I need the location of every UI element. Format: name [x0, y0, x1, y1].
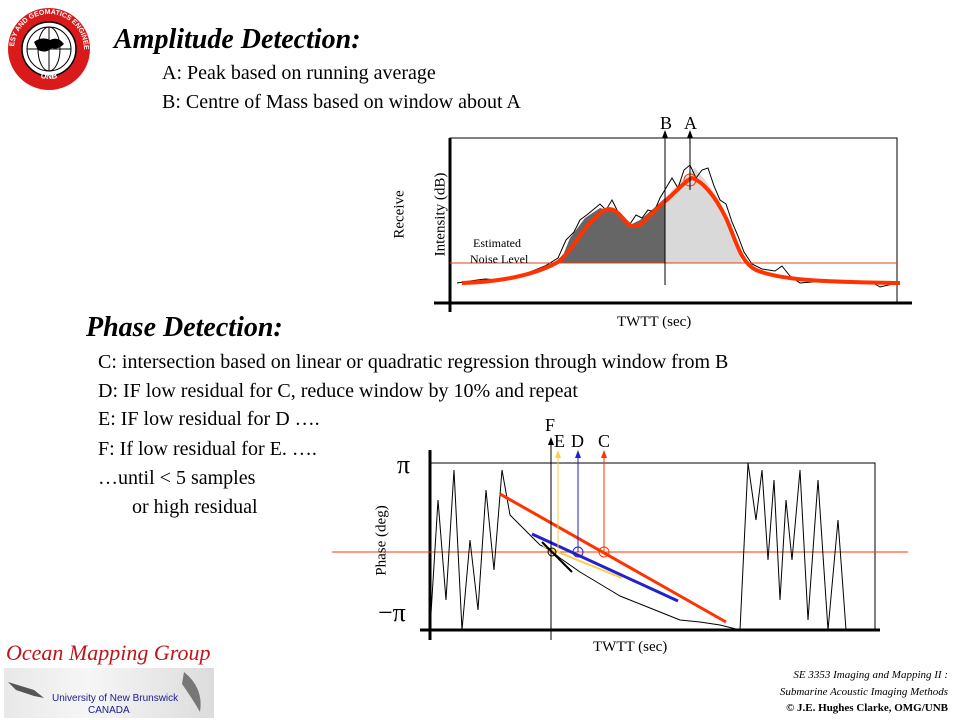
amp-area-dark — [560, 198, 665, 263]
phase-intersection-f — [547, 547, 557, 557]
phase-line-until: …until < 5 samples — [98, 467, 256, 489]
course-line-1: SE 3353 Imaging and Mapping II : — [793, 669, 948, 681]
phase-marker-d-arrow — [575, 450, 581, 458]
phase-marker-d-label: D — [571, 431, 584, 451]
amplitude-title: Amplitude Detection: — [114, 24, 361, 55]
phase-marker-f-arrow — [548, 437, 554, 445]
amp-marker-a-arrow — [687, 130, 693, 138]
logo-emblem-icon — [8, 8, 90, 90]
amp-area-light — [665, 168, 742, 263]
phase-plot-frame — [429, 462, 876, 631]
amplitude-line-a: A: Peak based on running average — [162, 62, 436, 84]
phase-marker-f-label: F — [545, 415, 556, 435]
phase-line-c: C: intersection based on linear or quadr… — [98, 351, 729, 373]
phase-marker-c-label: C — [598, 431, 611, 451]
logo-ring-text-bottom: UNB — [40, 71, 58, 81]
phase-xlabel: TWTT (sec) — [593, 639, 668, 655]
phase-marker-e-arrow — [555, 450, 561, 458]
course-line-2: Submarine Acoustic Imaging Methods — [779, 686, 948, 698]
amp-marker-b-label: B — [660, 113, 673, 133]
phase-line-residual: or high residual — [132, 496, 258, 518]
unb-logo: GEODESY AND GEOMATICS ENGINEERING UNB — [6, 6, 92, 92]
amplitude-line-b: B: Centre of Mass based on window about … — [162, 91, 521, 113]
amp-running-average — [461, 175, 901, 285]
amp-raw-signal — [456, 164, 898, 288]
sea-creature-icon — [8, 672, 201, 712]
phase-ylabel: Phase (deg) — [373, 505, 390, 576]
phase-line-f: F: If low residual for E. …. — [98, 438, 317, 460]
phase-fit-c — [499, 492, 727, 624]
phase-raw-signal — [429, 462, 847, 631]
phase-line-e: E: IF low residual for D …. — [98, 408, 320, 430]
phase-fit-f — [541, 541, 573, 573]
svg-text:UNB: UNB — [40, 71, 58, 81]
phase-marker-e-label: E — [554, 431, 565, 451]
amp-noise-label-2: Noise Level — [470, 252, 529, 266]
amp-marker-a-label: A — [684, 113, 697, 133]
university-name: University of New Brunswick — [52, 693, 179, 704]
phase-fit-d — [531, 532, 679, 603]
omg-group-name: Ocean Mapping Group — [6, 640, 211, 665]
phase-pi-top-label: π — [397, 450, 411, 479]
phase-pi-bottom-label: −π — [378, 598, 406, 627]
phase-title: Phase Detection: — [86, 312, 283, 343]
amp-xlabel: TWTT (sec) — [617, 314, 692, 330]
university-country: CANADA — [88, 705, 130, 716]
omg-logo-graphic — [4, 668, 214, 718]
phase-line-d: D: IF low residual for C, reduce window … — [98, 380, 578, 402]
phase-marker-c-arrow — [601, 450, 607, 458]
copyright: © J.E. Hughes Clarke, OMG/UNB — [786, 702, 948, 714]
amp-noise-label-1: Estimated — [473, 236, 521, 250]
amp-marker-b-arrow — [662, 130, 668, 138]
